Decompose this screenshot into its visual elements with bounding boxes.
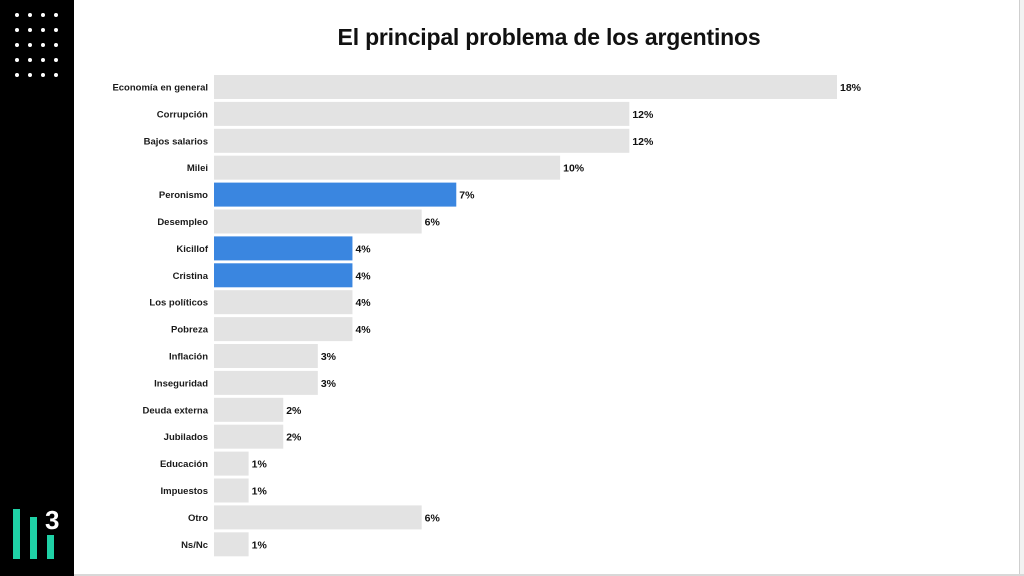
bar [214, 424, 284, 449]
value-label: 3% [321, 378, 337, 390]
category-label: Educación [160, 459, 208, 470]
value-label: 12% [632, 136, 654, 148]
right-border [1019, 0, 1024, 576]
value-label: 4% [355, 297, 371, 309]
value-label: 4% [355, 243, 371, 255]
bar [214, 478, 249, 503]
bar [214, 532, 249, 557]
value-label: 2% [286, 432, 302, 444]
brand-sidebar: 3 [0, 0, 74, 576]
value-label: 3% [321, 351, 337, 363]
category-label: Corrupción [157, 109, 208, 120]
category-label: Impuestos [160, 486, 208, 497]
value-label: 7% [459, 190, 475, 202]
bar [214, 236, 353, 261]
dot-grid-decoration [15, 13, 58, 77]
chart-title: El principal problema de los argentinos [337, 24, 761, 50]
bar [214, 397, 284, 422]
category-label: Milei [187, 163, 208, 174]
bar [214, 451, 249, 476]
category-label: Desempleo [157, 217, 208, 228]
category-label: Peronismo [159, 190, 208, 201]
value-label: 6% [425, 217, 441, 229]
value-label: 1% [252, 459, 268, 471]
category-label: Deuda externa [143, 405, 209, 416]
bar [214, 75, 837, 99]
category-label: Cristina [173, 271, 209, 282]
value-label: 1% [252, 486, 268, 498]
value-label: 4% [355, 324, 371, 336]
bar [214, 209, 422, 234]
category-label: Bajos salarios [144, 136, 208, 147]
bar [214, 370, 318, 395]
bar [214, 290, 353, 315]
value-label: 18% [840, 82, 862, 94]
category-label: Inflación [169, 352, 208, 363]
logo-number: 3 [45, 505, 59, 535]
category-label: Otro [188, 513, 208, 524]
bar [214, 182, 457, 207]
bar [214, 128, 630, 153]
category-label: Jubilados [164, 432, 208, 443]
bar [214, 155, 561, 180]
value-label: 4% [355, 270, 371, 282]
category-label: Economía en general [112, 83, 208, 94]
value-label: 6% [425, 512, 441, 524]
bar [214, 263, 353, 288]
bar [214, 317, 353, 342]
bar [214, 505, 422, 530]
category-label: Inseguridad [154, 378, 208, 389]
category-label: Ns/Nc [181, 540, 208, 551]
channel-logo: 3 [13, 505, 59, 559]
bottom-border [74, 574, 1024, 576]
category-label: Los políticos [149, 298, 208, 309]
value-label: 2% [286, 405, 302, 417]
bar [214, 344, 318, 368]
bar [214, 101, 630, 126]
value-label: 1% [252, 539, 268, 551]
category-label: Pobreza [171, 325, 209, 336]
value-label: 12% [632, 109, 654, 121]
value-label: 10% [563, 163, 585, 175]
category-label: Kicillof [176, 244, 209, 255]
